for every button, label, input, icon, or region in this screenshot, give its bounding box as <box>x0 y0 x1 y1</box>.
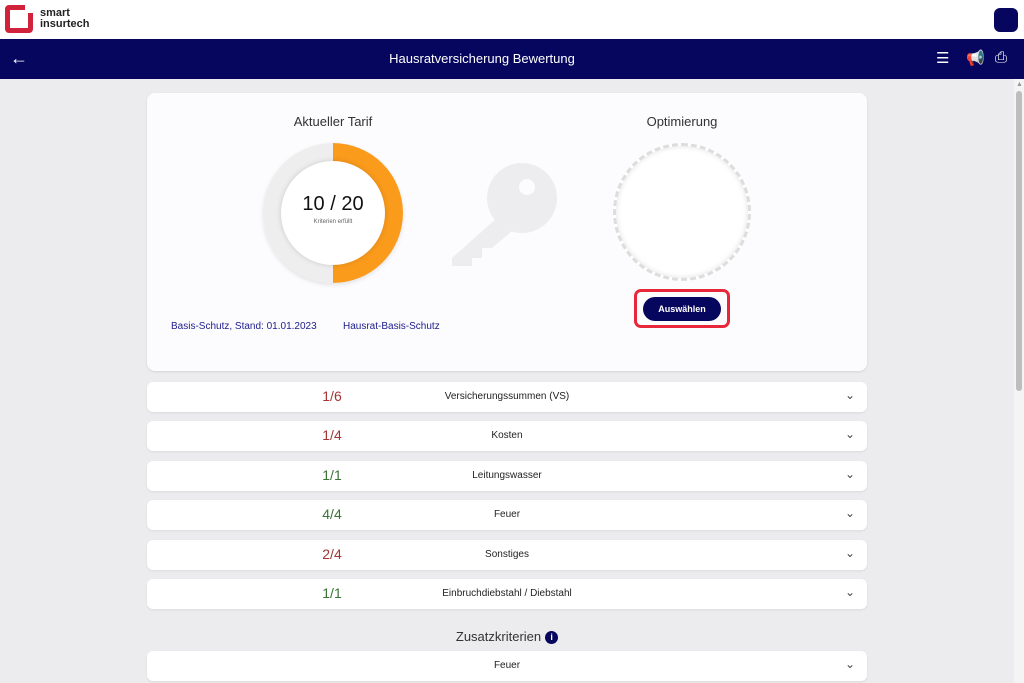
row-label: Feuer <box>493 660 521 671</box>
user-avatar[interactable] <box>994 8 1018 32</box>
category-row[interactable]: 1/1 Einbruchdiebstahl / Diebstahl ⌄ <box>147 579 867 609</box>
highlight-box: Auswählen <box>634 289 730 328</box>
category-row[interactable]: 1/6 Versicherungssummen (VS) ⌄ <box>147 382 867 412</box>
nav-bar: ← Hausratversicherung Bewertung ☰ 📢 ⎙ <box>0 39 1024 79</box>
print-icon[interactable]: ⎙ <box>995 49 1008 66</box>
fraction: 1/4 <box>322 427 342 444</box>
row-label: Einbruchdiebstahl / Diebstahl <box>442 588 572 599</box>
chevron-down-icon[interactable]: ⌄ <box>844 466 855 481</box>
row-label: Versicherungssummen (VS) <box>444 391 570 402</box>
score-ring: 10 / 20 Kriterien erfüllt <box>263 143 403 283</box>
chevron-down-icon[interactable]: ⌄ <box>844 388 855 402</box>
scroll-up-icon[interactable]: ▲ <box>1016 81 1023 88</box>
info-icon[interactable]: i <box>545 631 559 644</box>
page-title: Hausratversicherung Bewertung <box>389 51 575 66</box>
rating-card: Aktueller Tarif 10 / 20 Kriterien erfüllt… <box>147 93 867 371</box>
optimization-heading: Optimierung <box>646 114 718 129</box>
score-label: Kriterien erfüllt <box>313 219 353 225</box>
megaphone-icon[interactable]: 📢 <box>966 50 985 67</box>
chevron-down-icon[interactable]: ⌄ <box>844 657 855 671</box>
extra-criteria-label: Zusatzkriterien <box>455 629 542 644</box>
fraction: 4/4 <box>322 506 342 523</box>
list-icon[interactable]: ☰ <box>936 50 950 67</box>
row-label: Feuer <box>493 509 521 521</box>
tariff-name: Basis-Schutz, Stand: 01.01.2023 <box>171 321 317 332</box>
category-row[interactable]: 1/4 Kosten ⌄ <box>147 421 867 452</box>
scrollbar-thumb[interactable] <box>1016 91 1022 391</box>
category-row[interactable]: 2/4 Sonstiges ⌄ <box>147 539 867 570</box>
optimization-placeholder <box>613 143 751 281</box>
chevron-down-icon[interactable]: ⌄ <box>844 585 855 599</box>
brand-line2: insurtech <box>40 18 90 30</box>
score-value: 10 / 20 <box>302 193 364 215</box>
logo-icon <box>5 5 33 33</box>
fraction: 1/1 <box>322 585 342 601</box>
current-tariff-heading: Aktueller Tarif <box>293 114 373 129</box>
row-label: Kosten <box>491 430 523 442</box>
category-row[interactable]: 1/1 Leitungswasser ⌄ <box>147 460 867 491</box>
extra-row-feuer[interactable]: Feuer ⌄ <box>147 651 867 681</box>
scrollbar[interactable]: ▲ <box>1014 79 1024 683</box>
fraction: 1/6 <box>322 388 342 404</box>
fraction: 2/4 <box>322 545 342 562</box>
category-row[interactable]: 4/4 Feuer ⌄ <box>147 500 867 531</box>
brand-name: smart insurtech <box>40 8 90 30</box>
back-arrow-icon[interactable]: ← <box>10 48 28 68</box>
fraction: 1/1 <box>322 466 342 483</box>
select-button[interactable]: Auswählen <box>643 297 721 321</box>
brand-line1: smart <box>40 7 70 19</box>
key-icon <box>452 163 557 266</box>
product-name: Hausrat-Basis-Schutz <box>343 321 440 332</box>
row-label: Sonstiges <box>485 548 529 560</box>
chevron-down-icon[interactable]: ⌄ <box>844 427 855 442</box>
extra-criteria-heading: Zusatzkriterien i <box>0 629 1014 644</box>
top-bar: smart insurtech <box>0 0 1024 39</box>
chevron-down-icon[interactable]: ⌄ <box>844 545 855 560</box>
chevron-down-icon[interactable]: ⌄ <box>844 506 855 521</box>
row-label: Leitungswasser <box>472 469 542 481</box>
